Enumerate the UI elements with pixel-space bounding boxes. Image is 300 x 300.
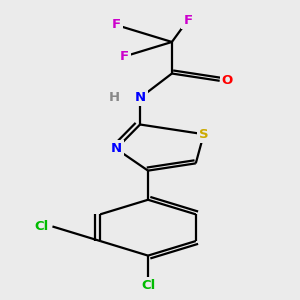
Text: F: F [112,19,121,32]
Text: N: N [134,91,146,104]
Text: F: F [183,14,192,27]
Text: Cl: Cl [34,220,49,233]
Text: F: F [120,50,129,63]
Text: S: S [199,128,208,141]
Text: H: H [109,91,120,104]
Text: N: N [111,142,122,155]
Text: O: O [222,74,233,87]
Text: Cl: Cl [141,280,155,292]
